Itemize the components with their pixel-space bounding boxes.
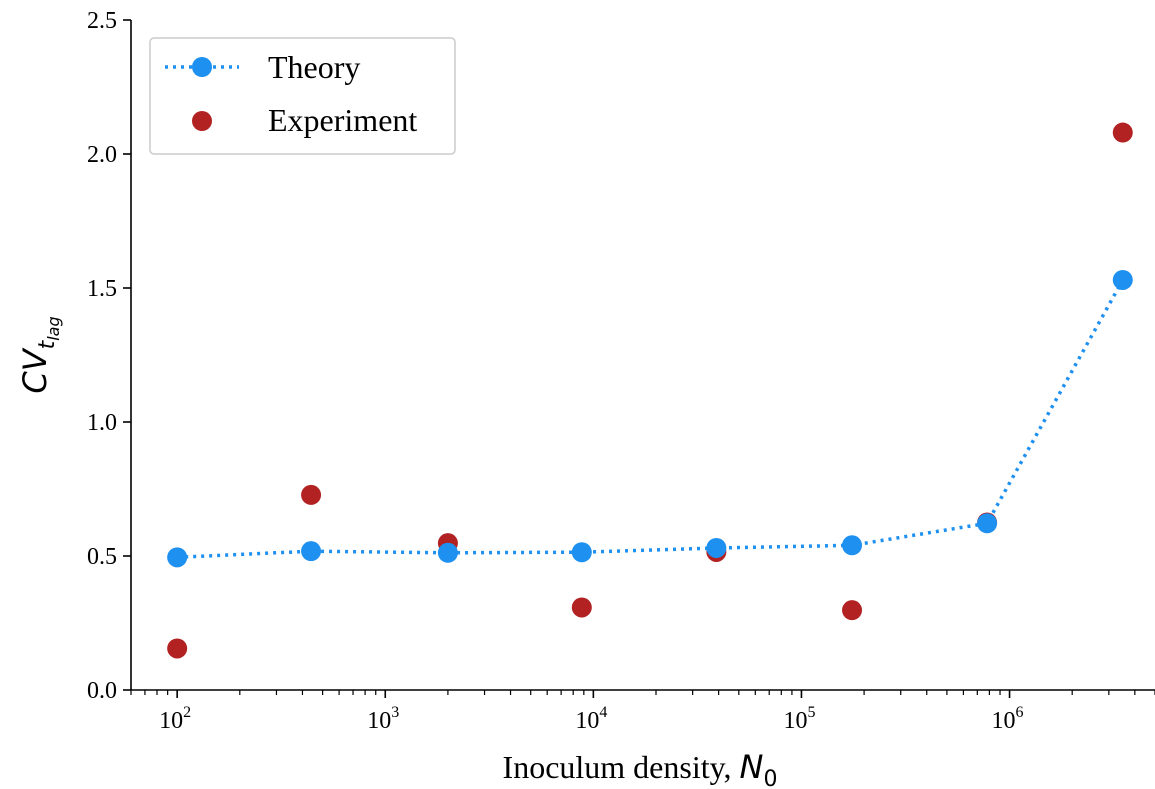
legend: Theory Experiment <box>149 37 456 155</box>
x-tick-label: 106 <box>992 704 1024 734</box>
experiment-point <box>167 638 188 659</box>
theory-line <box>177 279 1125 560</box>
x-tick-label: 105 <box>783 704 815 734</box>
theory-point <box>842 535 863 556</box>
axes-frame <box>130 20 1155 691</box>
x-tick-label: 103 <box>367 704 399 734</box>
axis-ticks: 0.0 0.5 1.0 1.5 2.0 2.5 102 103 104 105 106 <box>87 8 1155 734</box>
experiment-point <box>301 484 322 505</box>
experiment-point <box>571 597 592 618</box>
y-tick-label: 1.5 <box>87 276 117 302</box>
y-tick-label: 0.0 <box>87 678 117 704</box>
legend-theory-label: Theory <box>268 49 360 85</box>
y-axis-title-subsubscript: lag <box>44 316 63 340</box>
legend-experiment-marker <box>192 111 212 131</box>
theory-point <box>437 542 458 563</box>
theory-point <box>167 547 188 568</box>
y-axis-title-symbol: CV <box>16 347 54 393</box>
theory-point <box>977 513 998 534</box>
legend-experiment-label: Experiment <box>268 102 417 138</box>
theory-point <box>301 541 322 562</box>
theory-point <box>571 542 592 563</box>
x-axis-title-text: Inoculum density, <box>503 749 740 785</box>
y-tick-label: 0.5 <box>87 544 117 570</box>
experiment-point <box>842 600 863 621</box>
y-tick-label: 2.0 <box>87 142 117 168</box>
y-tick-label: 2.5 <box>87 8 117 34</box>
x-axis-title: Inoculum density, N0 <box>503 748 778 789</box>
x-axis-title-subscript: 0 <box>763 767 777 789</box>
x-tick-label: 102 <box>159 704 191 734</box>
x-axis-title-symbol: N <box>740 748 764 786</box>
y-axis-title: CVtlag <box>16 316 63 393</box>
experiment-point <box>1112 122 1133 143</box>
theory-point <box>1112 269 1133 290</box>
x-tick-label: 104 <box>575 704 607 734</box>
plot-area <box>167 122 1133 659</box>
theory-point <box>706 537 727 558</box>
y-tick-label: 1.0 <box>87 410 117 436</box>
y-axis-title-subscript: t <box>35 339 60 349</box>
legend-theory-marker <box>192 57 212 77</box>
legend-box <box>149 37 456 155</box>
